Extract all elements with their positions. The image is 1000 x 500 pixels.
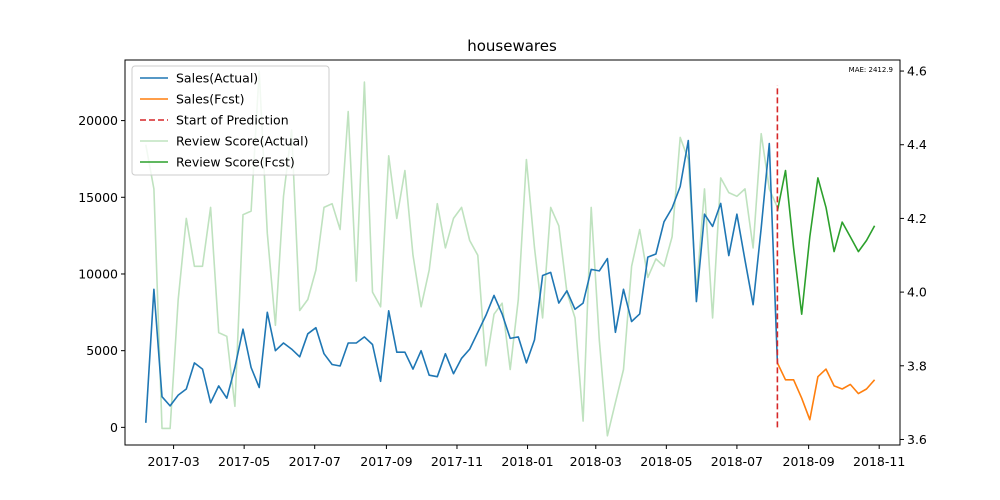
x-tick-label: 2018-09 <box>783 454 835 469</box>
axes: 2017-03 2017-05 2017-07 2017-09 2017-11 2018-… <box>78 64 927 469</box>
legend-label-0: Sales(Actual) <box>176 71 258 86</box>
series-line-3 <box>776 169 876 316</box>
y-left-tick-label: 15000 <box>78 190 118 205</box>
y-right-tick-label: 4.0 <box>907 285 927 300</box>
plot-frame <box>124 59 901 446</box>
x-tick-label: 2018-01 <box>501 454 553 469</box>
y-right-tick-label: 4.2 <box>907 211 927 226</box>
series-line-0 <box>145 139 779 423</box>
legend-label-1: Sales(Fcst) <box>176 92 245 107</box>
series-line-1 <box>776 362 876 421</box>
mae-annotation: MAE: 2412.9 <box>849 66 893 74</box>
y-right-tick-label: 4.4 <box>907 137 927 152</box>
x-tick-label: 2018-07 <box>711 454 763 469</box>
y-left-tick-label: 10000 <box>78 266 118 281</box>
x-tick-label: 2017-07 <box>289 454 341 469</box>
legend: Sales(Actual) Sales(Fcst) Start of Predict… <box>131 65 330 176</box>
x-tick-label: 2018-05 <box>640 454 692 469</box>
x-tick-label: 2017-03 <box>147 454 199 469</box>
x-tick-label: 2018-03 <box>570 454 622 469</box>
y-left-tick-label: 0 <box>110 420 118 435</box>
legend-label-3: Review Score(Actual) <box>176 134 309 149</box>
y-right-tick-label: 4.6 <box>907 64 927 79</box>
x-tick-label: 2017-05 <box>218 454 270 469</box>
y-right-tick-label: 3.6 <box>907 432 927 447</box>
y-right-tick-label: 3.8 <box>907 358 927 373</box>
x-tick-label: 2017-09 <box>360 454 412 469</box>
y-left-tick-label: 5000 <box>86 343 118 358</box>
y-left-tick-label: 20000 <box>78 113 118 128</box>
legend-label-2: Start of Prediction <box>176 113 289 128</box>
legend-label-4: Review Score(Fcst) <box>176 155 295 170</box>
chart-title: housewares <box>467 37 557 55</box>
plot-area <box>145 70 876 437</box>
x-tick-label: 2018-11 <box>853 454 905 469</box>
legend-box <box>131 65 330 176</box>
series-line-2 <box>145 70 779 437</box>
x-tick-label: 2017-11 <box>431 454 483 469</box>
